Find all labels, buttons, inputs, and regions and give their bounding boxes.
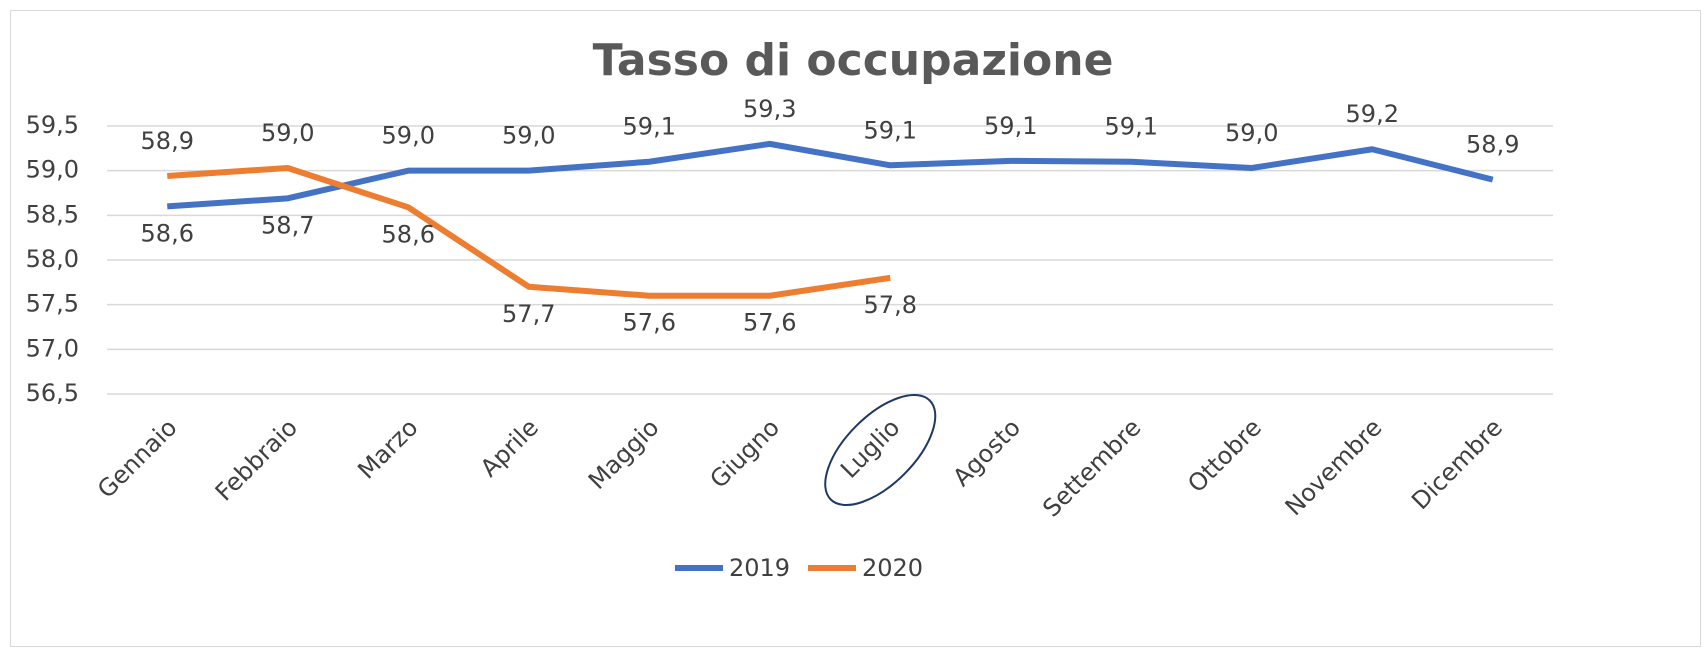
data-label: 59,1 xyxy=(623,113,676,141)
y-tick-label: 59,0 xyxy=(26,156,79,184)
data-label: 57,8 xyxy=(864,291,917,319)
data-label: 59,1 xyxy=(984,112,1037,140)
data-label: 59,3 xyxy=(743,95,796,123)
highlight-ellipse xyxy=(824,393,937,507)
series-line xyxy=(167,140,1494,210)
data-label: 57,6 xyxy=(743,309,796,337)
series-line xyxy=(167,164,891,299)
data-label: 59,1 xyxy=(1105,113,1158,141)
data-label: 59,1 xyxy=(864,116,917,144)
chart-title: Tasso di occupazione xyxy=(593,35,1114,86)
y-tick-label: 57,0 xyxy=(26,334,79,362)
data-label: 58,7 xyxy=(261,211,314,239)
data-label: 59,0 xyxy=(382,122,435,150)
data-label: 59,2 xyxy=(1346,100,1399,128)
data-label: 59,0 xyxy=(261,119,314,147)
legend-label: 2020 xyxy=(862,554,923,582)
data-label: 58,9 xyxy=(141,127,194,155)
data-label: 58,6 xyxy=(382,220,435,248)
data-label: 57,6 xyxy=(623,309,676,337)
legend-label: 2019 xyxy=(729,554,790,582)
y-tick-label: 58,5 xyxy=(26,200,79,228)
data-label: 58,9 xyxy=(1466,131,1519,159)
data-label: 58,6 xyxy=(141,219,194,247)
y-tick-label: 59,5 xyxy=(26,111,79,139)
data-label: 57,7 xyxy=(502,300,555,328)
y-tick-label: 57,5 xyxy=(26,290,79,318)
y-tick-label: 58,0 xyxy=(26,245,79,273)
data-label: 59,0 xyxy=(1225,119,1278,147)
chart-border xyxy=(10,10,1701,647)
data-label: 59,0 xyxy=(502,122,555,150)
y-tick-label: 56,5 xyxy=(26,379,79,407)
